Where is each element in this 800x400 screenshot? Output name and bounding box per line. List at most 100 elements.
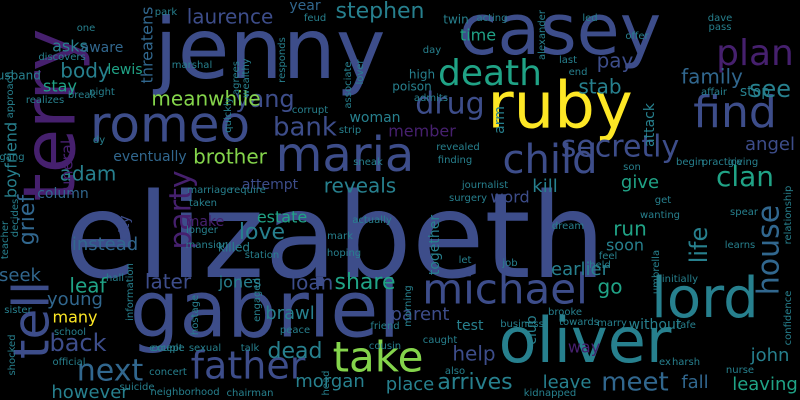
cloud-word: take [333, 333, 424, 382]
cloud-word: john [750, 345, 790, 366]
cloud-word: pay [597, 49, 634, 73]
cloud-word: pass [709, 22, 732, 33]
cloud-word: angel [745, 134, 795, 155]
cloud-word: morgan [295, 371, 365, 392]
cloud-word: feel [599, 251, 618, 262]
cloud-word: confidence [783, 291, 794, 346]
cloud-word: clan [716, 160, 774, 193]
cloud-word: aware [81, 40, 124, 56]
cloud-word: poison [392, 80, 432, 94]
cloud-word: stab [578, 75, 621, 99]
cloud-word: later [145, 270, 192, 294]
cloud-word: kidnapped [524, 388, 577, 399]
cloud-word: child [503, 137, 598, 183]
cloud-word: place [386, 374, 434, 395]
cloud-word: official [53, 357, 86, 368]
cloud-word: brooke [548, 307, 582, 318]
cloud-word: meet [601, 368, 669, 398]
cloud-word: friend [370, 321, 399, 332]
cloud-word: except [149, 343, 183, 354]
cloud-word: together [427, 215, 443, 276]
cloud-word: day [423, 45, 441, 56]
cloud-word: affair [701, 87, 728, 98]
cloud-word: adam [60, 162, 117, 186]
cloud-word: year [289, 0, 320, 14]
cloud-word: stay [43, 77, 77, 96]
cloud-word: dead [268, 339, 323, 364]
cloud-word: column [37, 186, 89, 202]
cloud-word: twin [443, 13, 468, 27]
cloud-word: funeral [58, 140, 77, 197]
cloud-word: sneak [353, 157, 383, 168]
cloud-word: instead [72, 234, 138, 255]
cloud-word: stop [740, 84, 770, 100]
cloud-word: marshal [172, 60, 212, 71]
cloud-word: talk [241, 343, 260, 354]
cloud-word: peace [280, 325, 310, 336]
cloud-word: ex [659, 357, 671, 368]
cloud-word: head [321, 371, 332, 396]
cloud-word: dy [93, 135, 105, 146]
cloud-word: station [245, 250, 279, 261]
cloud-word: sister [4, 305, 32, 316]
cloud-word: leave [543, 372, 592, 393]
cloud-word: approach [5, 72, 16, 119]
cloud-word: agrees [231, 61, 242, 95]
cloud-word: school [54, 327, 86, 338]
cloud-word: life [685, 227, 713, 264]
cloud-word: estate [257, 208, 307, 227]
cloud-word: realizes [26, 95, 64, 106]
cloud-word: offer [625, 31, 649, 42]
cloud-word: back [49, 329, 106, 357]
cloud-word: last [559, 55, 577, 66]
cloud-word: get [655, 195, 672, 206]
cloud-word: jenny [152, 0, 385, 98]
cloud-word: give [621, 172, 659, 193]
cloud-word: asks [52, 37, 88, 56]
cloud-word: one [77, 23, 96, 34]
cloud-word: park [155, 7, 178, 18]
cloud-word: share [335, 270, 396, 295]
cloud-word: kill [532, 176, 557, 197]
cloud-word: also [445, 366, 465, 377]
cloud-word: morning [403, 285, 414, 327]
cloud-word: acting [476, 13, 507, 24]
cloud-word: michael [422, 265, 588, 314]
cloud-word: sexual [189, 343, 221, 354]
cloud-word: stephen [335, 0, 424, 24]
cloud-word: oliver [499, 304, 672, 377]
cloud-word: soon [606, 236, 644, 255]
cloud-word: loan [291, 271, 334, 295]
cloud-word: bank [273, 113, 337, 143]
cloud-word: help [452, 342, 495, 366]
cloud-word: leaving [732, 374, 798, 395]
cloud-word: jones [218, 273, 262, 292]
cloud-word: finding [438, 155, 472, 166]
cloud-word: lord [651, 266, 758, 331]
cloud-word: fall [681, 372, 708, 393]
cloud-word: casey [459, 0, 661, 71]
cloud-word: spear [730, 207, 759, 218]
cloud-word: suicide [119, 382, 154, 393]
cloud-word: find [693, 87, 777, 138]
cloud-word: nurse [726, 365, 754, 376]
cloud-word: decides [10, 199, 21, 238]
cloud-word: alexander [537, 9, 548, 60]
cloud-word: high [409, 68, 435, 82]
cloud-word: led [582, 13, 597, 24]
cloud-word: strip [339, 125, 361, 136]
cloud-word: initially [662, 274, 698, 285]
cloud-word: lewis [107, 62, 142, 78]
cloud-word: require [230, 185, 266, 196]
cloud-word: actually [352, 215, 392, 226]
cloud-word: ruby [487, 70, 632, 144]
cloud-word: surgery [449, 193, 487, 204]
cloud-word: discovers [38, 52, 85, 63]
cloud-word: young [47, 289, 103, 310]
cloud-word: grief [15, 194, 40, 246]
cloud-word: killed [218, 241, 250, 255]
cloud-word: revealed [436, 142, 480, 153]
cloud-word: attempt [242, 177, 299, 193]
cloud-word: terry [8, 28, 92, 201]
cloud-word: hostage [190, 295, 201, 335]
